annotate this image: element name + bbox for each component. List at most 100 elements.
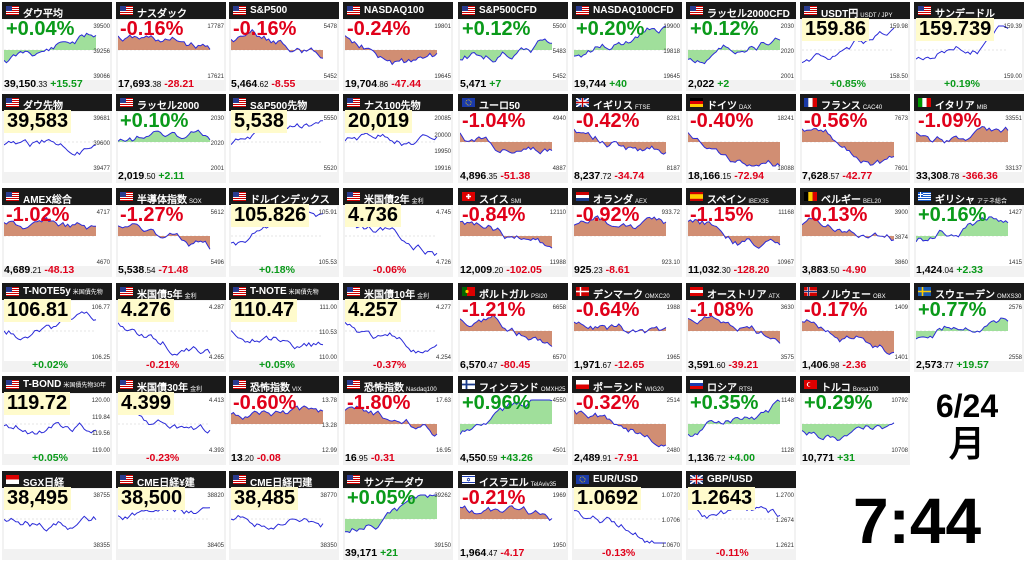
tile-headline: -0.64%: [576, 299, 640, 321]
market-tile[interactable]: スペイン IBEX35 -1.15% 11,032.30 -128.20 11168 109…: [686, 188, 796, 277]
y-axis-label: 11168: [778, 210, 794, 216]
market-tile[interactable]: GBP/USD 1.2643 -0.11% 1.2700 1.2674 1.2621: [686, 471, 796, 560]
market-tile[interactable]: ポルトガル PSI20 -1.21% 6,570.47 -80.45 6658 6570: [458, 283, 568, 372]
flag-us-icon: [120, 287, 133, 296]
market-tile[interactable]: ベルギー BEL20 -0.13% 3,883.50 -4.90 3900 3874 3860: [800, 188, 910, 277]
tile-headline: +0.29%: [804, 392, 873, 414]
market-tile[interactable]: ナスダック -0.16% 17,693.38 -28.21 17787 17621: [116, 2, 226, 91]
tile-header: USDT円 USDT / JPY: [800, 2, 910, 20]
y-axis-label: 4.265: [208, 355, 224, 361]
y-axis-label: 18088: [777, 166, 794, 172]
tile-diff: +0.02%: [32, 359, 68, 371]
market-tile[interactable]: 恐怖指数 Nasdaq100 -1.80% 16.95 -0.31 17.63 16.95: [343, 376, 453, 465]
tile-footer: 1,424.04 +2.33: [916, 264, 983, 276]
market-tile[interactable]: フランス CAC40 -0.56% 7,628.57 -42.77 7673 7601: [800, 94, 910, 183]
market-tile[interactable]: フィンランド OMXH25 +0.96% 4,550.59 +43.26 4550 4501: [458, 376, 568, 465]
tile-diff: +21: [380, 547, 398, 559]
market-tile[interactable]: USDT円 USDT / JPY 159.86 +0.85% 159.98 158.50: [800, 2, 910, 91]
market-tile[interactable]: ナス100先物 20,019 20085 20000 19950 19916: [343, 94, 453, 183]
tile-value-decimals: .50: [144, 172, 156, 181]
market-tile[interactable]: 恐怖指数 VIX -0.60% 13.20 -0.08 13.78 13.28 12.99: [229, 376, 339, 465]
market-tile[interactable]: スウェーデン OMXS30 +0.77% 2,573.77 +19.57 2576 2558: [914, 283, 1024, 372]
market-tile[interactable]: デンマーク OMXC20 -0.64% 1,971.67 -12.65 1988 1965: [572, 283, 682, 372]
market-tile[interactable]: T-BOND 米国債先物30年 119.72 +0.05% 120.00 119.84 11…: [2, 376, 112, 465]
mini-chart: [345, 20, 451, 80]
flag-us-icon: [347, 380, 360, 389]
market-tile[interactable]: ダウ平均 +0.04% 39,150.33 +15.57 39500 39256 39066: [2, 2, 112, 91]
market-tile[interactable]: SGX日経 38,495 38755 38355: [2, 471, 112, 560]
tile-name: 恐怖指数 Nasdaq100: [364, 383, 437, 394]
market-tile[interactable]: 米国債30年 金利 4.399 -0.23% 4.413 4.393: [116, 376, 226, 465]
y-axis-label: 1.2700: [775, 493, 794, 499]
market-tile[interactable]: オーストリア ATX -1.08% 3,591.60 -39.21 3630 3575: [686, 283, 796, 372]
tile-footer: -0.37%: [373, 359, 406, 371]
market-tile[interactable]: S&P500CFD +0.12% 5,471 +7 5500 5483 5452: [458, 2, 568, 91]
tile-name: ポルトガル PSI20: [479, 290, 548, 301]
market-tile[interactable]: AMEX総合 -1.02% 4,689.21 -48.13 4717 4670: [2, 188, 112, 277]
market-tile[interactable]: 米国債5年 金利 4.276 -0.21% 4.287 4.265: [116, 283, 226, 372]
tile-value-decimals: .91: [600, 454, 612, 463]
tile-value-decimals: .86: [377, 80, 389, 89]
market-tile[interactable]: S&P500 -0.16% 5,464.62 -8.55 5478 5452: [229, 2, 339, 91]
market-tile[interactable]: 米国債2年 金利 4.736 -0.06% 4.745 4.726: [343, 188, 453, 277]
flag-ru-icon: [690, 380, 703, 389]
tile-name: ダウ平均: [23, 9, 63, 20]
market-tile[interactable]: 米国債10年 金利 4.257 -0.37% 4.277 4.254: [343, 283, 453, 372]
market-tile[interactable]: ポーランド WIG20 -0.32% 2,489.91 -7.91 2514 2480: [572, 376, 682, 465]
mini-chart: [688, 394, 794, 454]
market-tile[interactable]: CME日経¥建 38,500 38820 38405: [116, 471, 226, 560]
market-tile[interactable]: イスラエル TelAviv35 -0.21% 1,964.47 -4.17 1969 195…: [458, 471, 568, 560]
market-tile[interactable]: EUR/USD 1.0692 -0.13% 1.0720 1.0706 1.0670: [572, 471, 682, 560]
market-tile[interactable]: NASDAQ100 -0.24% 19,704.86 -47.44 19801 19645: [343, 2, 453, 91]
market-tile[interactable]: NASDAQ100CFD +0.20% 19,744 +40 19900 19818 196…: [572, 2, 682, 91]
mini-chart: [460, 206, 566, 266]
y-axis-label: 39681: [93, 116, 110, 122]
tile-name: EUR/USD: [593, 474, 639, 485]
tile-headline: 1.0692: [574, 487, 642, 510]
tile-header: 米国債30年 金利: [116, 376, 226, 394]
market-tile[interactable]: ロシア RTSI +0.35% 1,136.72 +4.00 1148 1128: [686, 376, 796, 465]
tile-value: 2,019: [118, 170, 145, 182]
market-tile[interactable]: イタリア MIB -1.09% 33,308.78 -366.36 33551 33137: [914, 94, 1024, 183]
market-tile[interactable]: サンデーダウ +0.05% 39,171 +21 39262 39150: [343, 471, 453, 560]
tile-header: ノルウェー OBX: [800, 283, 910, 301]
market-tile[interactable]: ラッセル2000CFD +0.12% 2,022 +2 2030 2020 2001: [686, 2, 796, 91]
market-tile[interactable]: イギリス FTSE -0.42% 8,237.72 -34.74 8281 8187: [572, 94, 682, 183]
tile-footer: 1,136.72 +4.00: [688, 452, 755, 464]
market-tile[interactable]: ドルインデックス 105.826 +0.18% 105.91 105.53: [229, 188, 339, 277]
tile-subname: 金利: [184, 294, 197, 300]
y-axis-label: 1415: [1008, 260, 1022, 266]
tile-name: ナス100先物: [364, 101, 421, 112]
y-axis-label: 1988: [666, 305, 680, 311]
market-tile[interactable]: ラッセル2000 +0.10% 2,019.50 +2.11 2030 2020 2001: [116, 94, 226, 183]
market-tile[interactable]: ダウ先物 39,583 39681 39600 39477: [2, 94, 112, 183]
market-tile[interactable]: T-NOTE5y 米国債先物 106.81 +0.02% 106.77 106.25: [2, 283, 112, 372]
market-tile[interactable]: オランダ AEX -0.92% 925.23 -8.61 933.72 923.10: [572, 188, 682, 277]
flag-us-icon: [347, 6, 360, 15]
tile-headline: +0.35%: [690, 392, 759, 414]
tile-footer: 2,489.91 -7.91: [574, 452, 638, 464]
market-tile[interactable]: スイス SMI -0.84% 12,009.20 -102.05 12110 11988: [458, 188, 568, 277]
tile-headline: 106.81: [4, 299, 72, 322]
market-tile[interactable]: S&P500先物 5,538 5550 5520: [229, 94, 339, 183]
mini-chart: [802, 112, 908, 172]
tile-name: 米国債30年 金利: [137, 383, 203, 394]
market-tile[interactable]: T-NOTE 米国債先物 110.47 +0.05% 111.00 110.53 110.0…: [229, 283, 339, 372]
market-tile[interactable]: ギリシャ アテネ総合 +0.16% 1,424.04 +2.33 1427 1415: [914, 188, 1024, 277]
y-axis-label: 159.39: [1003, 24, 1022, 30]
market-tile[interactable]: 半導体指数 SOX -1.27% 5,538.54 -71.48 5612 5496: [116, 188, 226, 277]
mini-chart: [916, 20, 1022, 80]
market-tile[interactable]: CME日経円建 38,485 38770 38350: [229, 471, 339, 560]
market-tile[interactable]: ユーロ50 -1.04% 4,896.35 -51.38 4940 4887: [458, 94, 568, 183]
tile-header: オランダ AEX: [572, 188, 682, 206]
market-tile[interactable]: トルコ Borsa100 +0.29% 10,771 +31 10792 10708: [800, 376, 910, 465]
market-tile[interactable]: ノルウェー OBX -0.17% 1,406.98 -2.36 1409 1401: [800, 283, 910, 372]
market-tile[interactable]: サンデードル 159.739 +0.19% 159.39 159.00: [914, 2, 1024, 91]
tile-value-decimals: .72: [714, 454, 726, 463]
flag-us-icon: [576, 6, 589, 15]
y-axis-label: 1128: [781, 448, 794, 454]
tile-value: 16: [345, 452, 357, 464]
market-tile[interactable]: ドイツ DAX -0.40% 18,166.15 -72.94 18241 18088: [686, 94, 796, 183]
tile-name: オランダ AEX: [593, 195, 648, 206]
tile-name: フランス CAC40: [821, 101, 883, 112]
